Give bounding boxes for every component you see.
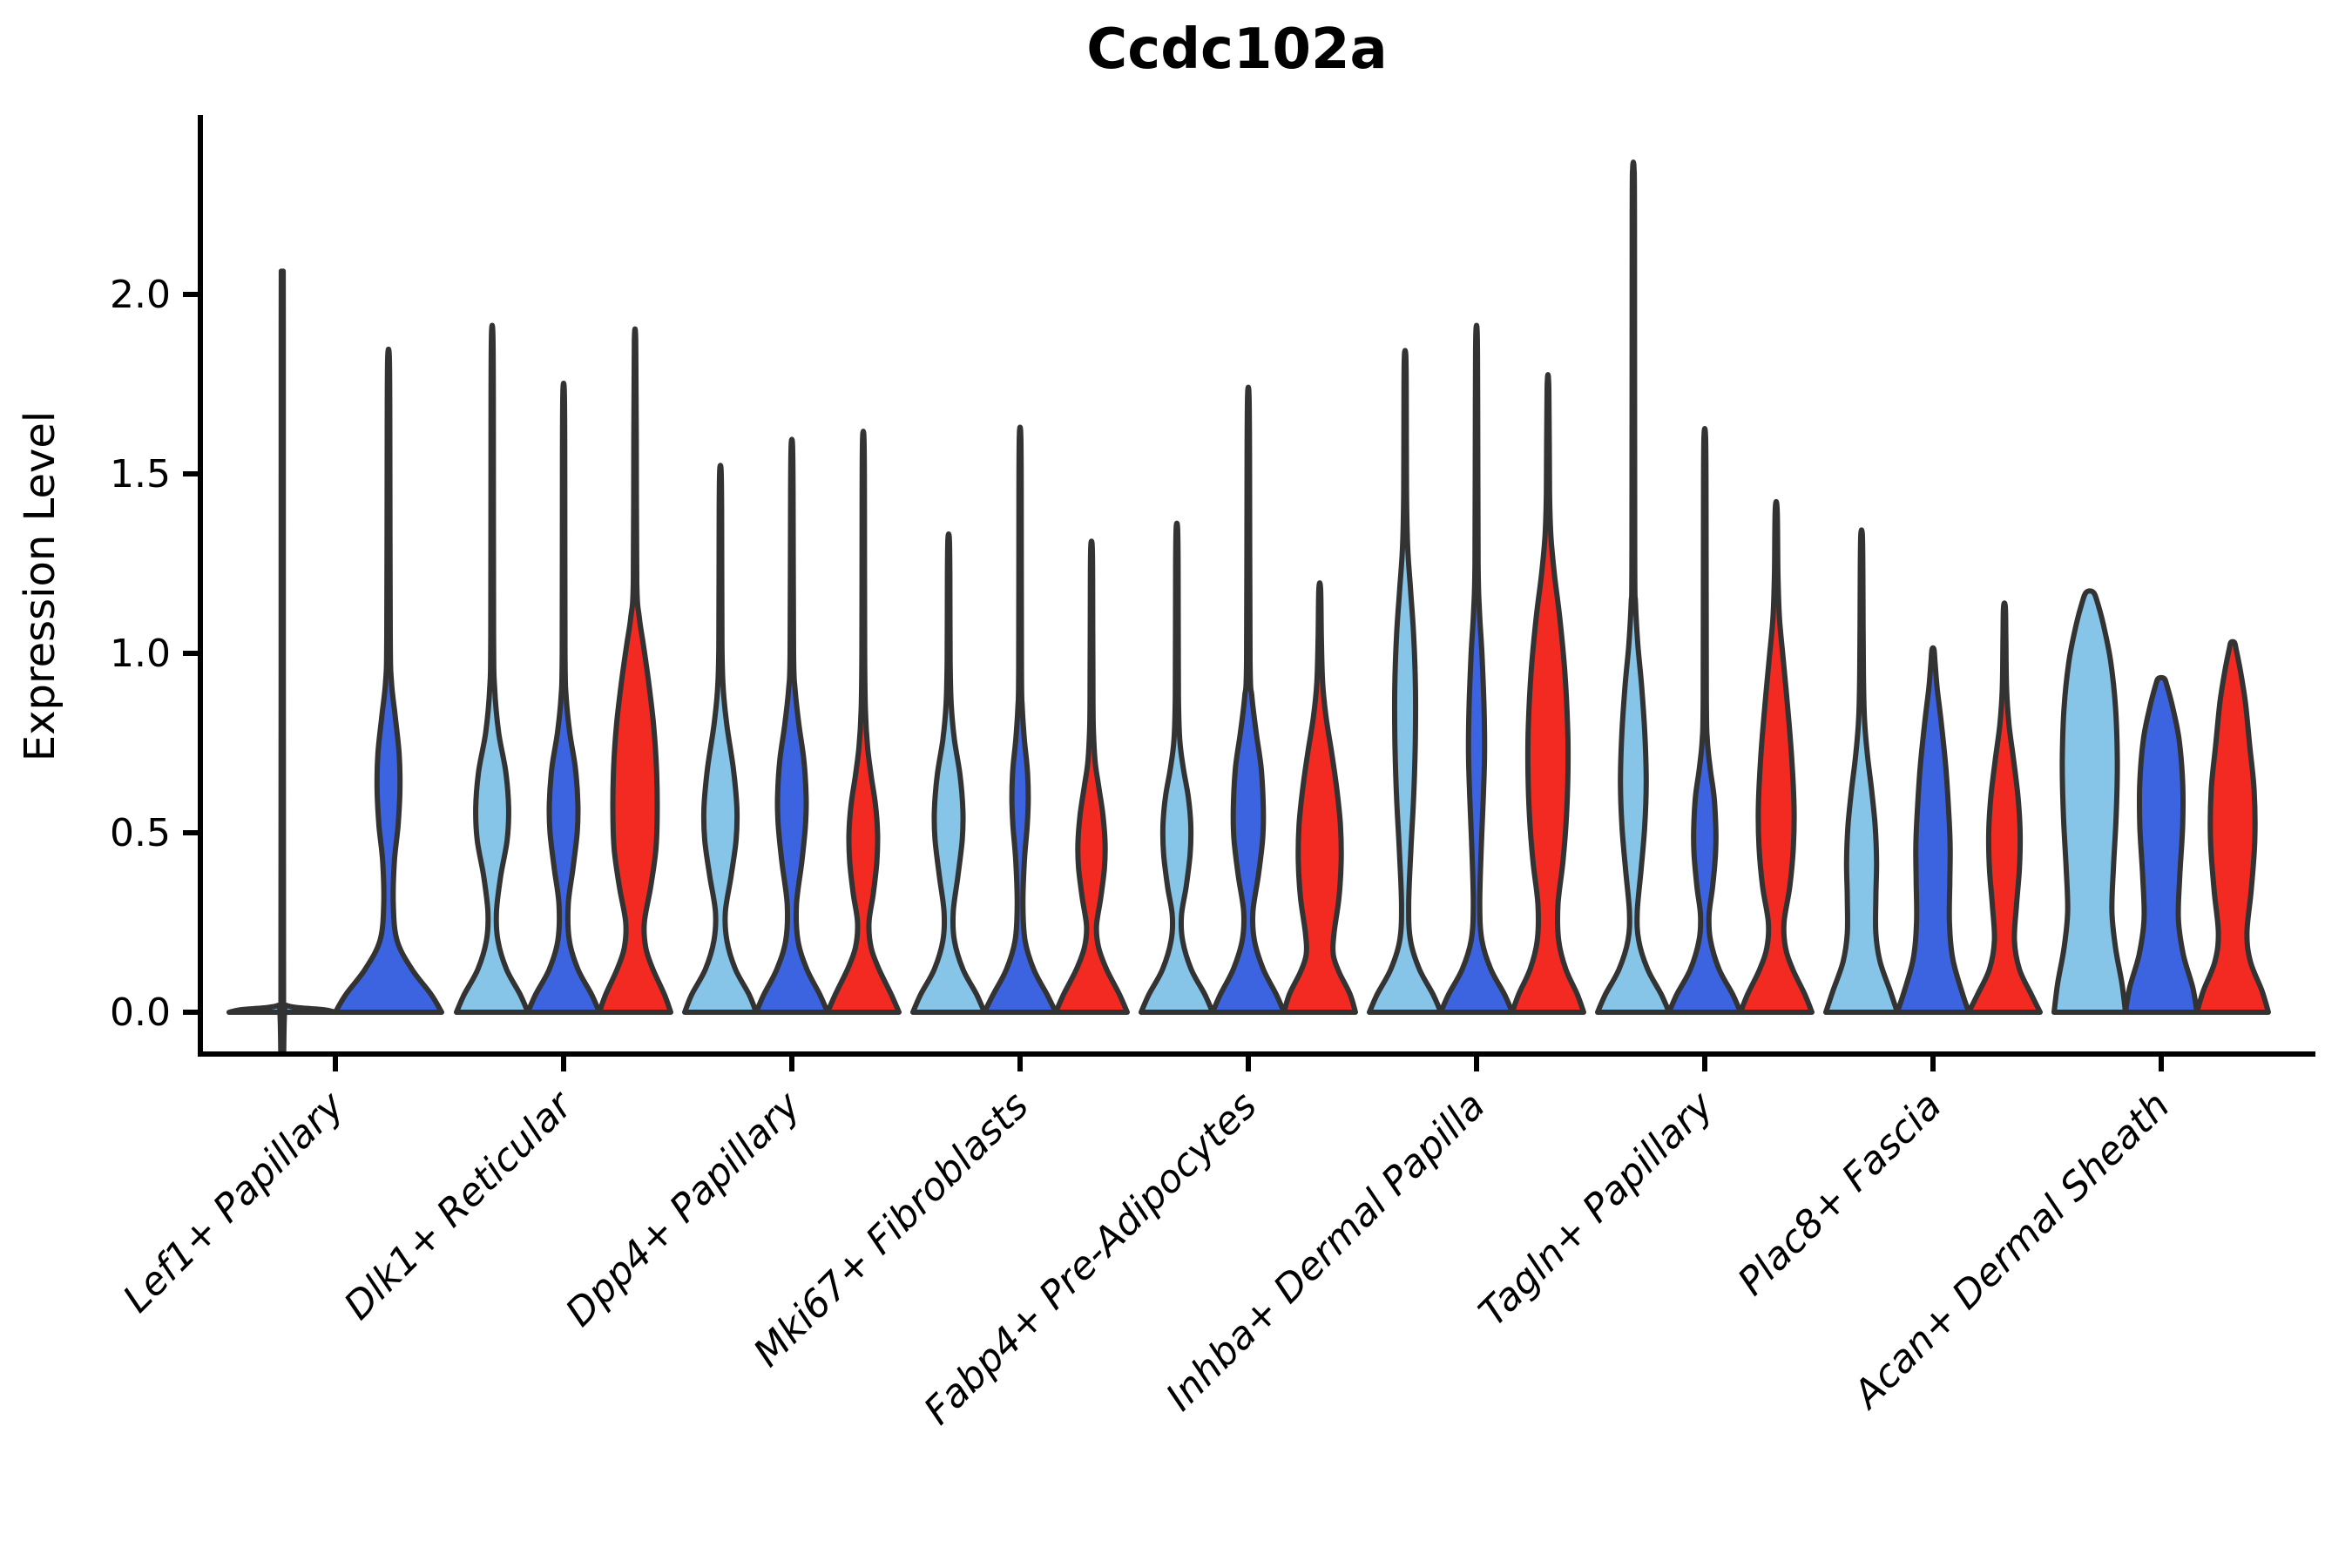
y-axis-label: Expression Level xyxy=(16,411,64,762)
violin-group5-lightblue xyxy=(1139,520,1215,1015)
violin-group6-lightblue xyxy=(1367,348,1443,1015)
violin-group4-red xyxy=(1053,538,1130,1015)
y-axis: 0.0 0.5 1.0 1.5 2.0 xyxy=(110,115,2315,1057)
y-tick-label: 0.5 xyxy=(110,811,171,855)
violin-group3-lightblue xyxy=(682,463,759,1015)
violin-group3-red xyxy=(825,429,902,1015)
violin-group2-darkblue xyxy=(525,380,602,1015)
violin-group7-red xyxy=(1738,498,1815,1015)
violin-group6-darkblue xyxy=(1438,322,1515,1015)
violin-group4-lightblue xyxy=(910,531,987,1015)
x-tick-label: Dlk1+ Reticular xyxy=(335,1082,582,1328)
y-tick-label: 1.0 xyxy=(110,632,171,676)
violins-layer xyxy=(226,159,2271,1055)
violin-group1-darkblue xyxy=(333,346,444,1015)
violin-group1-lightblue xyxy=(226,268,338,1055)
violin-group4-darkblue xyxy=(982,424,1058,1015)
violin-group3-darkblue xyxy=(754,436,830,1015)
violin-group9-red xyxy=(2194,639,2271,1015)
violin-group5-darkblue xyxy=(1210,384,1287,1015)
violin-group7-lightblue xyxy=(1595,159,1672,1015)
violin-group2-lightblue xyxy=(454,322,531,1015)
violin-group8-lightblue xyxy=(1823,527,1900,1015)
x-tick-label: Dpp4+ Papillary xyxy=(558,1083,810,1335)
y-tick-label: 1.5 xyxy=(110,452,171,497)
x-tick-label: Plac8+ Fascia xyxy=(1729,1084,1950,1304)
violin-group9-lightblue xyxy=(2051,588,2128,1015)
violin-group5-red xyxy=(1281,580,1358,1015)
y-tick-label: 0.0 xyxy=(110,990,171,1035)
violin-group7-darkblue xyxy=(1666,426,1743,1015)
violin-group9-darkblue xyxy=(2123,674,2200,1015)
violin-group2-red xyxy=(597,326,673,1015)
axis-spines xyxy=(198,115,2315,1057)
x-tick-label: Tagln+ Papillary xyxy=(1470,1083,1722,1335)
violin-group6-red xyxy=(1510,372,1586,1015)
violin-group8-red xyxy=(1966,600,2043,1015)
x-tick-label: Lef1+ Papillary xyxy=(115,1083,354,1321)
chart-title: Ccdc102a xyxy=(1086,17,1387,82)
violin-group8-darkblue xyxy=(1895,645,1971,1015)
y-tick-label: 2.0 xyxy=(110,273,171,317)
